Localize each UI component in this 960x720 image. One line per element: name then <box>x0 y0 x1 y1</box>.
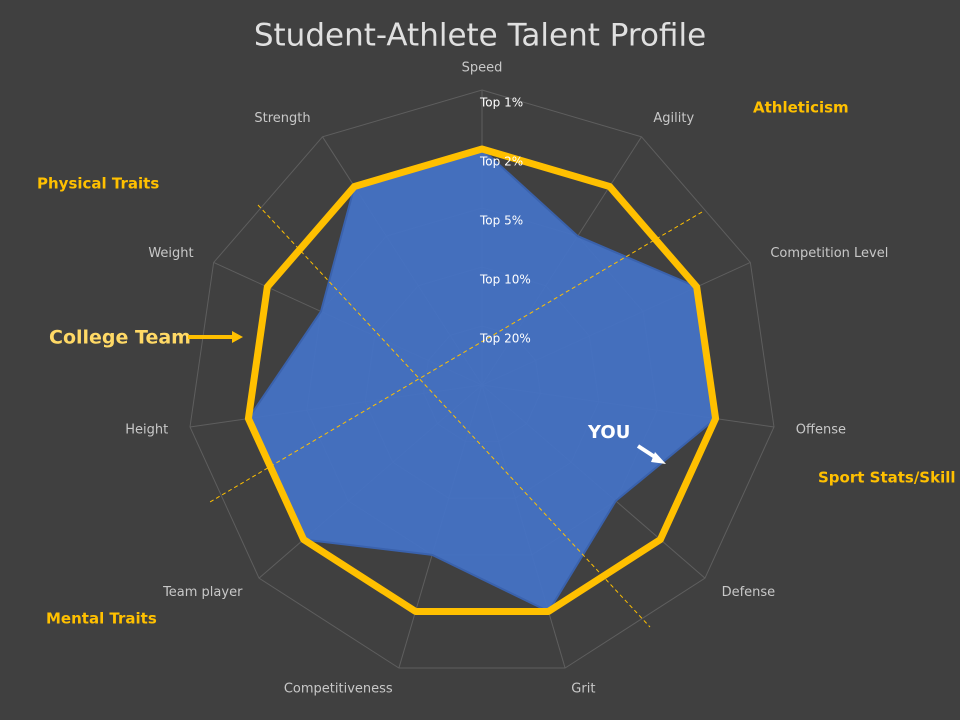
category-label: Competitiveness <box>284 682 393 697</box>
annotation: Sport Stats/Skill <box>818 469 956 487</box>
category-label: Weight <box>148 246 193 261</box>
annotation: Physical Traits <box>37 175 159 193</box>
annotation: Mental Traits <box>46 610 157 628</box>
chart-title: Student-Athlete Talent Profile <box>254 18 706 54</box>
category-label: Agility <box>653 111 694 126</box>
divider <box>257 204 651 628</box>
category-label: Height <box>125 423 168 438</box>
category-label: Speed <box>462 61 503 76</box>
category-label: Competition Level <box>770 246 888 261</box>
arrow-head <box>651 452 666 464</box>
r-tick-label: Top 20% <box>479 332 531 346</box>
category-label: Offense <box>796 423 846 438</box>
series-area <box>247 147 717 613</box>
series-label: YOU <box>587 422 630 443</box>
series-line <box>244 145 720 615</box>
grid-ring <box>189 89 775 669</box>
r-tick-label: Top 1% <box>479 96 523 110</box>
r-tick-label: Top 5% <box>479 214 523 228</box>
arrow-head <box>232 331 243 343</box>
r-tick-label: Top 10% <box>479 273 531 287</box>
annotation: Athleticism <box>753 99 849 117</box>
category-label: Team player <box>162 585 243 600</box>
r-tick-label: Top 2% <box>479 155 523 169</box>
category-label: Grit <box>571 682 595 697</box>
series-label: College Team <box>49 327 191 349</box>
category-label: Defense <box>722 585 776 600</box>
category-label: Strength <box>254 111 310 126</box>
